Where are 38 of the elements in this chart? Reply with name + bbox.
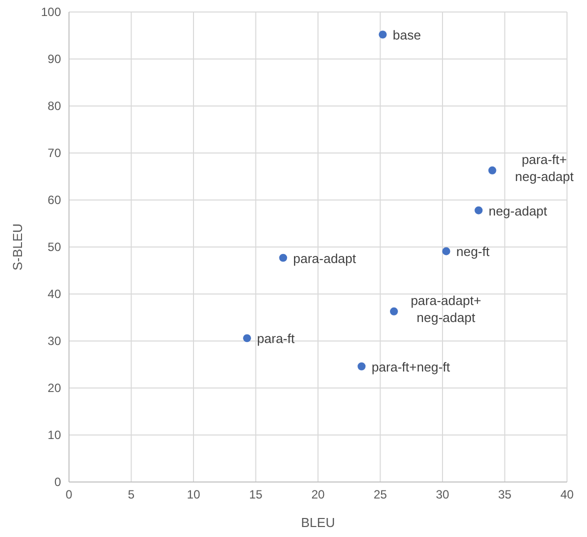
annotation: neg-ft [456, 244, 490, 260]
y-tick-label: 40 [48, 286, 62, 301]
y-tick-label: 60 [48, 192, 62, 207]
y-tick-label: 80 [48, 98, 62, 113]
annotation: para-ft [257, 331, 295, 346]
annotation: para-ft+neg-ft [372, 359, 450, 374]
point [243, 334, 252, 342]
y-tick-label: 20 [48, 380, 62, 395]
x-tick-label: 10 [186, 488, 200, 502]
y-tick-label: 30 [48, 334, 62, 348]
x-tick-label: 25 [374, 488, 388, 502]
point [488, 166, 496, 174]
annotation: para-adapt [293, 250, 356, 266]
y-tick-label: 50 [48, 240, 62, 254]
x-tick-label: 20 [311, 488, 325, 502]
x-tick-label: 30 [436, 488, 450, 502]
point [279, 254, 288, 262]
annotation: para-ft+ neg-adapt [515, 152, 574, 184]
annotation: para-adapt+ neg-adapt [410, 292, 482, 325]
point [378, 30, 387, 39]
y-axis-title: S-BLEU [10, 224, 25, 270]
x-tick-label: 40 [560, 488, 574, 502]
y-tick-label: 100 [40, 4, 62, 19]
x-tick-label: 35 [498, 488, 512, 502]
y-tick-label: 90 [48, 52, 62, 66]
x-axis-title: BLEU [301, 515, 335, 530]
point [358, 362, 366, 370]
annotation: base [392, 28, 421, 43]
point [474, 206, 483, 214]
annotation: neg-adapt [488, 203, 548, 218]
x-tick-label: 0 [66, 488, 73, 502]
x-tick-label: 5 [128, 488, 135, 502]
point [390, 307, 398, 316]
y-tick-label: 10 [48, 428, 62, 442]
y-tick-label: 70 [48, 146, 62, 160]
y-tick-label: 0 [54, 474, 62, 489]
point [442, 247, 450, 256]
x-tick-label: 15 [249, 488, 263, 502]
